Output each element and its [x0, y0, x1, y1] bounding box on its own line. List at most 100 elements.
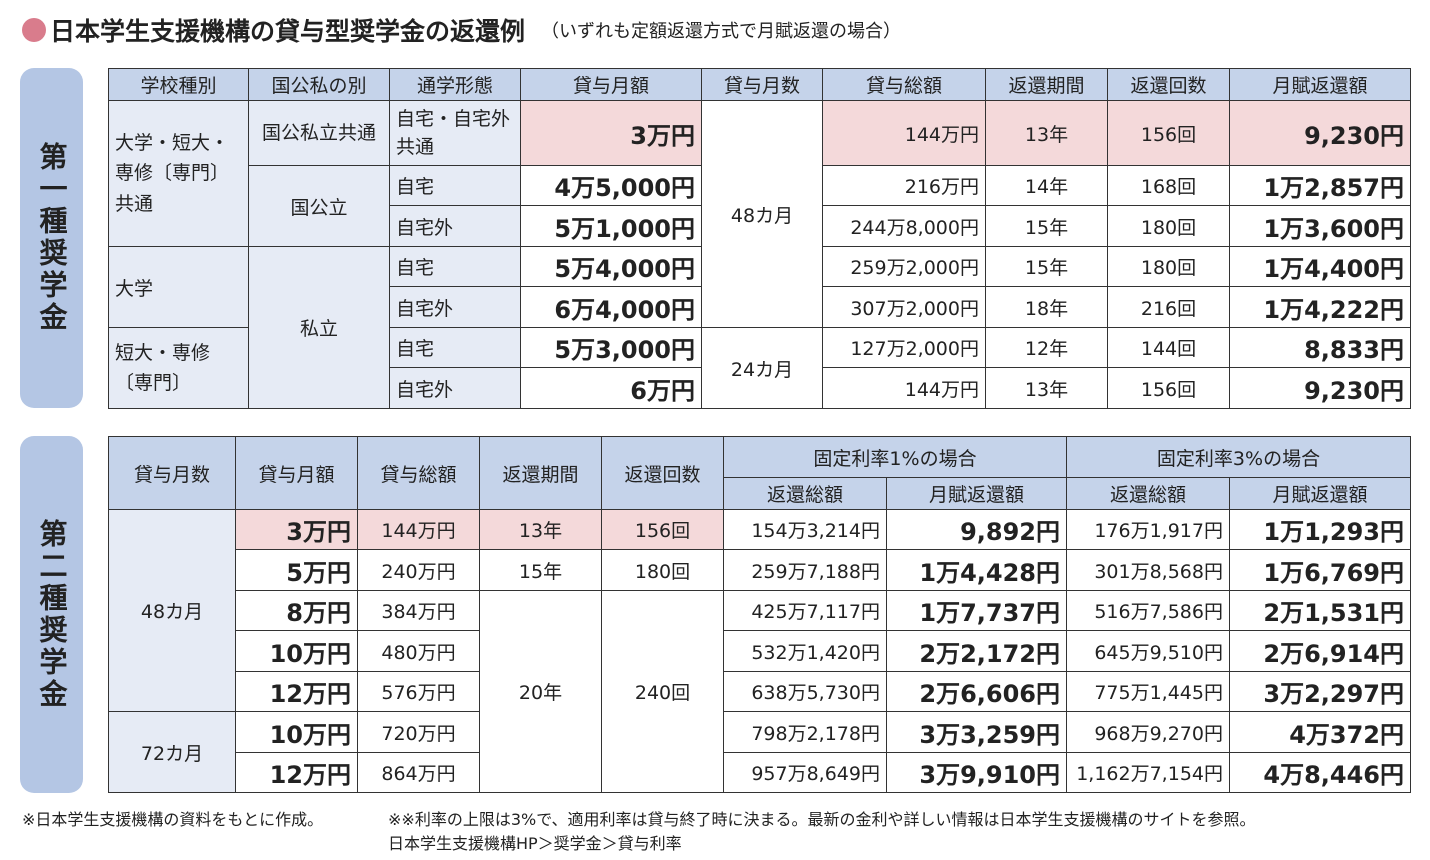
column-header: 返還回数 — [601, 436, 724, 510]
monthly-amount: 8万円 — [235, 590, 358, 631]
monthly-amount: 10万円 — [235, 630, 358, 672]
column-header: 国公私の別 — [248, 68, 390, 101]
type1-label: 第一種奨学金 — [20, 68, 83, 408]
total-repay-1pct: 259万7,188円 — [723, 549, 887, 591]
monthly-repayment: 8,833円 — [1229, 327, 1411, 368]
repay-count: 180回 — [1107, 205, 1230, 247]
repay-period: 15年 — [479, 549, 602, 591]
total-amount: 480万円 — [357, 630, 480, 672]
institution-kind: 私立 — [248, 246, 390, 409]
school-type: 大学 — [108, 246, 249, 328]
total-amount: 144万円 — [822, 100, 986, 166]
type1-label-text: 第一種奨学金 — [35, 142, 69, 334]
repay-count: 180回 — [1107, 246, 1230, 287]
total-repay-3pct: 301万8,568円 — [1066, 549, 1230, 591]
type1-table: 学校種別 国公私の別 通学形態 貸与月額 貸与月数 貸与総額 返還期間 返還回数 月賦返還額 大… — [108, 68, 1411, 409]
bullet-icon — [22, 18, 46, 42]
monthly-repayment: 9,230円 — [1229, 367, 1411, 409]
column-header: 学校種別 — [108, 68, 249, 101]
repay-period: 15年 — [985, 246, 1108, 287]
total-repay-1pct: 154万3,214円 — [723, 509, 887, 550]
table-row: 5万円 240万円 15年 180回 259万7,188円 1万4,428円 301万8,5… — [109, 549, 1411, 591]
commute-type: 自宅 — [389, 327, 521, 368]
monthly-amount: 5万3,000円 — [520, 327, 702, 368]
repay-count: 240回 — [601, 590, 724, 793]
table-row: 8万円 384万円 20年 240回 425万7,117円 1万7,737円 516万7,5… — [109, 590, 1411, 793]
repay-count: 144回 — [1107, 327, 1230, 368]
total-amount: 259万2,000円 — [822, 246, 986, 287]
table-row: 国公立 自宅 4万5,000円 216万円 14年 168回 1万2,857円 — [109, 165, 1411, 247]
repay-count: 156回 — [601, 509, 724, 550]
monthly-repay-1pct: 3万9,910円 — [886, 752, 1067, 793]
column-header: 月賦返還額 — [1229, 68, 1411, 101]
institution-kind: 国公私立共通 — [248, 100, 390, 166]
total-repay-3pct: 176万1,917円 — [1066, 509, 1230, 550]
monthly-repay-3pct: 1万6,769円 — [1229, 549, 1411, 591]
total-repay-3pct: 1,162万7,154円 — [1066, 752, 1230, 793]
total-amount: 244万8,000円 — [822, 205, 986, 247]
monthly-repayment: 1万3,600円 — [1229, 205, 1411, 247]
monthly-amount: 3万円 — [520, 100, 702, 166]
total-amount: 576万円 — [357, 671, 480, 712]
title-subtitle: （いずれも定額返還方式で月賦返還の場合） — [541, 21, 902, 42]
monthly-repay-3pct: 3万2,297円 — [1229, 671, 1411, 712]
table-row: 12万円 576万円 638万5,730円 2万6,606円 775万1,445円 3万2… — [109, 671, 1411, 712]
repay-period: 12年 — [985, 327, 1108, 368]
total-amount: 216万円 — [822, 165, 986, 206]
monthly-repayment: 9,230円 — [1229, 100, 1411, 166]
total-repay-3pct: 968万9,270円 — [1066, 711, 1230, 753]
total-amount: 144万円 — [357, 509, 480, 550]
table-row: 自宅外 5万1,000円 244万8,000円 15年 180回 1万3,600円 — [109, 205, 1411, 247]
commute-type: 自宅外 — [389, 205, 521, 247]
repay-period: 18年 — [985, 286, 1108, 328]
repay-period: 14年 — [985, 165, 1108, 206]
table-row: 48カ月 3万円 144万円 13年 156回 154万3,214円 9,892円 176万1… — [108, 509, 1411, 712]
school-type: 大学・短大・専修〔専門〕共通 — [108, 100, 249, 247]
monthly-amount: 12万円 — [235, 671, 358, 712]
rate-1pct-header: 固定利率1%の場合 — [723, 436, 1067, 478]
total-repay-3pct: 775万1,445円 — [1066, 671, 1230, 712]
commute-type: 自宅外 — [389, 286, 521, 328]
repay-period: 13年 — [985, 367, 1108, 409]
column-header: 通学形態 — [389, 68, 521, 101]
monthly-amount: 6万円 — [520, 367, 702, 409]
total-amount: 240万円 — [357, 549, 480, 591]
total-amount: 864万円 — [357, 752, 480, 793]
loan-months: 24カ月 — [701, 327, 823, 409]
monthly-repay-3pct: 4万372円 — [1229, 711, 1411, 753]
column-header: 貸与月数 — [701, 68, 823, 101]
type2-label-text: 第二種奨学金 — [35, 518, 69, 711]
total-repay-1pct: 638万5,730円 — [723, 671, 887, 712]
total-repay-1pct: 425万7,117円 — [723, 590, 887, 631]
monthly-amount: 10万円 — [235, 711, 358, 753]
school-type: 短大・専修〔専門〕 — [108, 327, 249, 409]
total-amount: 127万2,000円 — [822, 327, 986, 368]
column-header: 返還回数 — [1107, 68, 1230, 101]
total-amount: 384万円 — [357, 590, 480, 631]
repay-count: 168回 — [1107, 165, 1230, 206]
column-header: 返還期間 — [985, 68, 1108, 101]
institution-kind: 国公立 — [248, 165, 390, 247]
rate-3pct-header: 固定利率3%の場合 — [1066, 436, 1411, 478]
column-header: 返還期間 — [479, 436, 602, 510]
total-repay-3pct: 516万7,586円 — [1066, 590, 1230, 631]
repay-count: 156回 — [1107, 100, 1230, 166]
total-amount: 307万2,000円 — [822, 286, 986, 328]
monthly-amount: 12万円 — [235, 752, 358, 793]
page-title: 日本学生支援機構の貸与型奨学金の返還例 （いずれも定額返還方式で月賦返還の場合） — [22, 12, 901, 48]
table-row: 短大・専修〔専門〕 自宅 5万3,000円 24カ月 127万2,000円 12年 144回… — [108, 327, 1411, 409]
type2-label: 第二種奨学金 — [20, 436, 83, 793]
table-row: 自宅外 6万4,000円 307万2,000円 18年 216回 1万4,222円 — [109, 286, 1411, 328]
monthly-amount: 5万4,000円 — [520, 246, 702, 287]
total-amount: 144万円 — [822, 367, 986, 409]
column-header: 返還総額 — [1066, 477, 1230, 510]
total-repay-3pct: 645万9,510円 — [1066, 630, 1230, 672]
monthly-repay-3pct: 1万1,293円 — [1229, 509, 1411, 550]
repay-period: 20年 — [479, 590, 602, 793]
note-source: ※日本学生支援機構の資料をもとに作成。 — [22, 810, 324, 829]
monthly-amount: 3万円 — [235, 509, 358, 550]
column-header: 月賦返還額 — [886, 477, 1067, 510]
table-row: 大学・短大・専修〔専門〕共通 国公私立共通 自宅・自宅外共通 3万円 48カ月 144万円… — [108, 100, 1411, 328]
table-row: 72カ月 10万円 720万円 798万2,178円 3万3,259円 968万9,270… — [108, 711, 1411, 793]
monthly-amount: 5万1,000円 — [520, 205, 702, 247]
